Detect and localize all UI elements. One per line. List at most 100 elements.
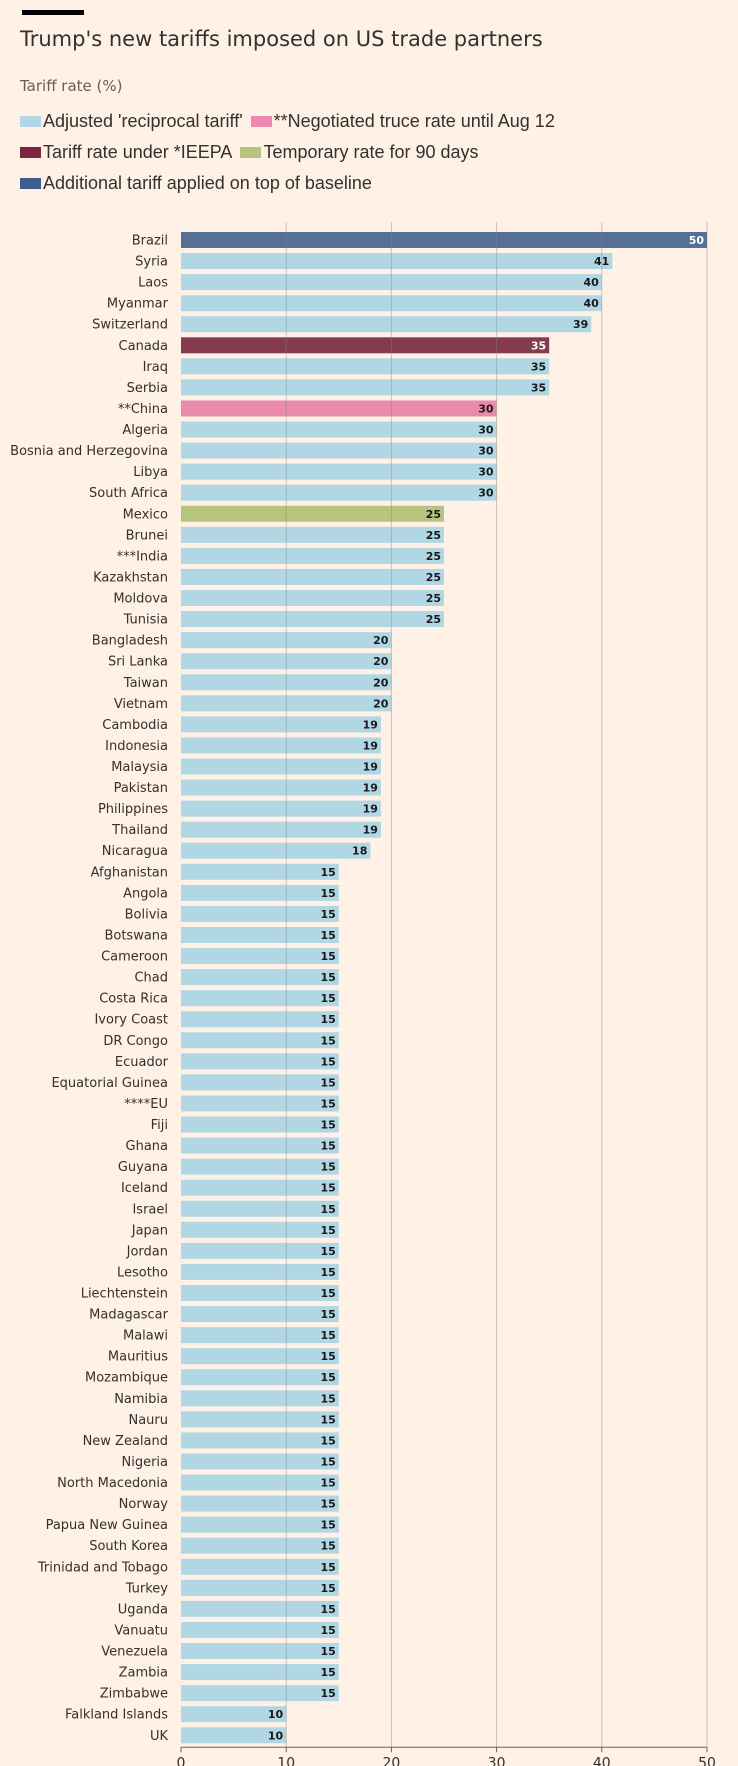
category-label: Angola [123, 886, 168, 901]
category-label: Iraq [143, 360, 168, 375]
category-label: Malaysia [111, 760, 168, 775]
x-tick-label: 30 [488, 1755, 506, 1766]
data-label: 19 [363, 782, 378, 795]
data-label: 25 [426, 529, 441, 542]
bar [181, 1074, 339, 1091]
category-label: Mexico [123, 507, 168, 522]
data-label: 15 [320, 1076, 335, 1089]
bar [181, 842, 371, 859]
category-label: Libya [133, 465, 168, 480]
data-label: 20 [373, 676, 389, 689]
data-label: 39 [573, 318, 588, 331]
category-label: Lesotho [117, 1265, 168, 1280]
bar [181, 1390, 339, 1407]
bar [181, 400, 497, 417]
bar [181, 611, 444, 628]
bar [181, 1621, 339, 1638]
bar [181, 737, 381, 754]
category-label: Botswana [104, 928, 168, 943]
data-label: 15 [320, 1203, 335, 1216]
category-label: Philippines [98, 802, 168, 817]
bar [181, 948, 339, 965]
data-label: 15 [320, 1013, 335, 1026]
bar [181, 358, 550, 375]
data-label: 15 [320, 929, 335, 942]
category-label: Guyana [118, 1160, 168, 1175]
category-label: Tunisia [123, 613, 168, 628]
bar-chart: Brazil 50 Syria 41 Laos 40 Myanmar 40 Switzerlan… [10, 222, 716, 1766]
data-label: 15 [320, 950, 335, 963]
bar [181, 379, 550, 396]
category-label: Ghana [126, 1139, 169, 1154]
data-label: 15 [320, 1582, 335, 1595]
data-label: 15 [320, 1519, 335, 1532]
bar [181, 632, 392, 649]
bar [181, 1495, 339, 1512]
category-label: Ivory Coast [94, 1013, 168, 1028]
category-label: Japan [131, 1223, 168, 1238]
x-tick-label: 50 [698, 1755, 716, 1766]
data-label: 15 [320, 1687, 335, 1700]
data-label: 30 [478, 445, 494, 458]
category-label: Namibia [114, 1392, 168, 1407]
category-label: Chad [134, 971, 168, 986]
data-label: 19 [363, 803, 378, 816]
legend-label: Adjusted 'reciprocal tariff' [43, 111, 243, 131]
legend-row: Additional tariff applied on top of base… [20, 168, 720, 199]
bar [181, 1242, 339, 1259]
category-label: Brunei [126, 528, 168, 543]
category-label: Trinidad and Tobago [37, 1560, 168, 1575]
category-label: Vanuatu [114, 1623, 168, 1638]
bar [181, 1306, 339, 1323]
data-label: 35 [531, 381, 546, 394]
bar [181, 1643, 339, 1660]
bar [181, 1579, 339, 1596]
x-tick-label: 20 [382, 1755, 400, 1766]
bar [181, 1453, 339, 1470]
data-label: 40 [583, 276, 599, 289]
chart-title: Trump's new tariffs imposed on US trade … [20, 27, 543, 51]
data-label: 15 [320, 1140, 335, 1153]
bar [181, 1179, 339, 1196]
data-label: 15 [320, 1434, 335, 1447]
category-label: Israel [132, 1202, 168, 1217]
legend-row: Adjusted 'reciprocal tariff' **Negotiate… [20, 106, 720, 137]
data-label: 15 [320, 908, 335, 921]
category-label: Zambia [119, 1666, 168, 1681]
bar [181, 1664, 339, 1681]
data-label: 25 [426, 592, 441, 605]
data-label: 15 [320, 1498, 335, 1511]
category-label: South Africa [89, 486, 168, 501]
data-label: 15 [320, 1540, 335, 1553]
category-label: Fiji [151, 1118, 168, 1133]
data-label: 15 [320, 1287, 335, 1300]
category-label: Madagascar [89, 1308, 169, 1323]
bar [181, 274, 602, 291]
legend-item-reciprocal: Adjusted 'reciprocal tariff' [20, 111, 243, 132]
category-label: Iceland [121, 1181, 168, 1196]
bar [181, 337, 550, 354]
data-label: 20 [373, 655, 389, 668]
legend-item-truce: **Negotiated truce rate until Aug 12 [250, 111, 555, 132]
bar [181, 526, 444, 543]
bar [181, 926, 339, 943]
category-label: Venezuela [101, 1645, 168, 1660]
bar [181, 969, 339, 986]
category-label: Papua New Guinea [46, 1518, 168, 1533]
bar [181, 905, 339, 922]
data-label: 19 [363, 718, 378, 731]
bar [181, 1600, 339, 1617]
data-label: 15 [320, 992, 335, 1005]
category-label: DR Congo [103, 1034, 168, 1049]
bar [181, 547, 444, 564]
bar [181, 1706, 287, 1723]
bar [181, 1516, 339, 1533]
data-label: 15 [320, 1477, 335, 1490]
bar [181, 1432, 339, 1449]
bar [181, 1285, 339, 1301]
data-label: 41 [594, 255, 609, 268]
data-label: 15 [320, 1603, 335, 1616]
data-label: 15 [320, 1329, 335, 1342]
bar [181, 1137, 339, 1154]
bar [181, 800, 381, 817]
